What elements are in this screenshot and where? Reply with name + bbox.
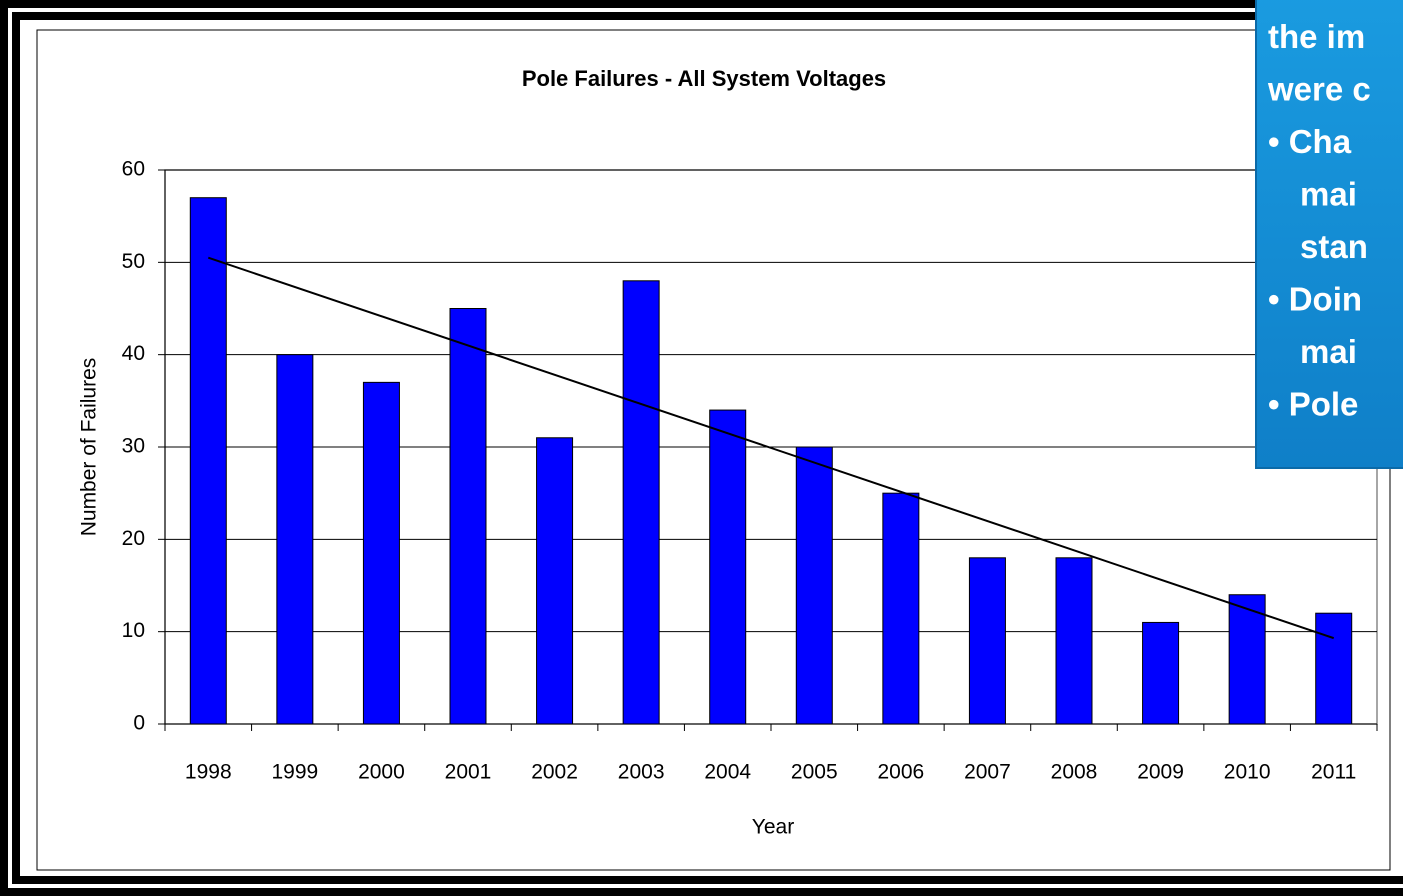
x-tick-label: 1999: [271, 761, 318, 784]
x-tick-label: 2004: [704, 761, 751, 784]
bar: [1142, 621, 1180, 725]
x-tick-label: 2011: [1311, 761, 1356, 784]
x-tick-label: 2008: [1051, 761, 1098, 784]
x-axis-label: Year: [752, 816, 794, 839]
x-tick-label: 2010: [1224, 761, 1271, 784]
bar: [276, 354, 314, 725]
y-tick-label: 30: [122, 435, 145, 458]
y-tick-label: 40: [122, 342, 145, 365]
text-box-line: • Pole: [1268, 386, 1358, 423]
text-box-line: • Doin: [1268, 281, 1362, 318]
bar: [362, 381, 400, 725]
bar: [1228, 594, 1266, 725]
y-tick-label: 0: [133, 712, 145, 735]
x-tick-label: 2009: [1137, 761, 1184, 784]
text-box-line: • Cha: [1268, 123, 1352, 160]
x-tick-label: 2002: [531, 761, 578, 784]
y-tick-label: 60: [122, 158, 145, 181]
text-box-line: mai: [1300, 176, 1357, 213]
x-tick-label: 2005: [791, 761, 838, 784]
chart-title: Pole Failures - All System Voltages: [522, 66, 886, 91]
x-tick-label: 2006: [877, 761, 924, 784]
text-box-line: were c: [1267, 71, 1371, 108]
bar: [795, 446, 833, 725]
text-box-line: stan: [1300, 228, 1368, 265]
x-tick-label: 2003: [618, 761, 665, 784]
text-box-background: [1255, 0, 1403, 469]
bar: [189, 197, 227, 725]
bar: [1315, 612, 1353, 725]
x-tick-label: 2001: [445, 761, 492, 784]
y-tick-label: 20: [122, 527, 145, 550]
trendline: [207, 256, 1335, 640]
bar: [1055, 557, 1093, 725]
text-box-line: mai: [1300, 333, 1357, 370]
bar: [709, 409, 747, 725]
x-tick-label: 2007: [964, 761, 1011, 784]
y-axis-label: Number of Failures: [78, 358, 101, 537]
y-tick-label: 10: [122, 619, 145, 642]
x-tick-label: 2000: [358, 761, 405, 784]
bar: [968, 557, 1006, 725]
plot: 0 10 20 30 40 50 60 1998 1999 2000 2001 2002 2003 200…: [122, 158, 1378, 784]
bar: [536, 437, 574, 725]
bar: [449, 308, 487, 725]
y-tick-label: 50: [122, 250, 145, 273]
text-box: the im were c • Cha mai stan • Doin mai • Pole: [1255, 0, 1403, 469]
text-box-line: the im: [1268, 18, 1365, 55]
x-tick-label: 1998: [185, 761, 232, 784]
bar: [882, 492, 920, 725]
bar: [622, 280, 660, 725]
